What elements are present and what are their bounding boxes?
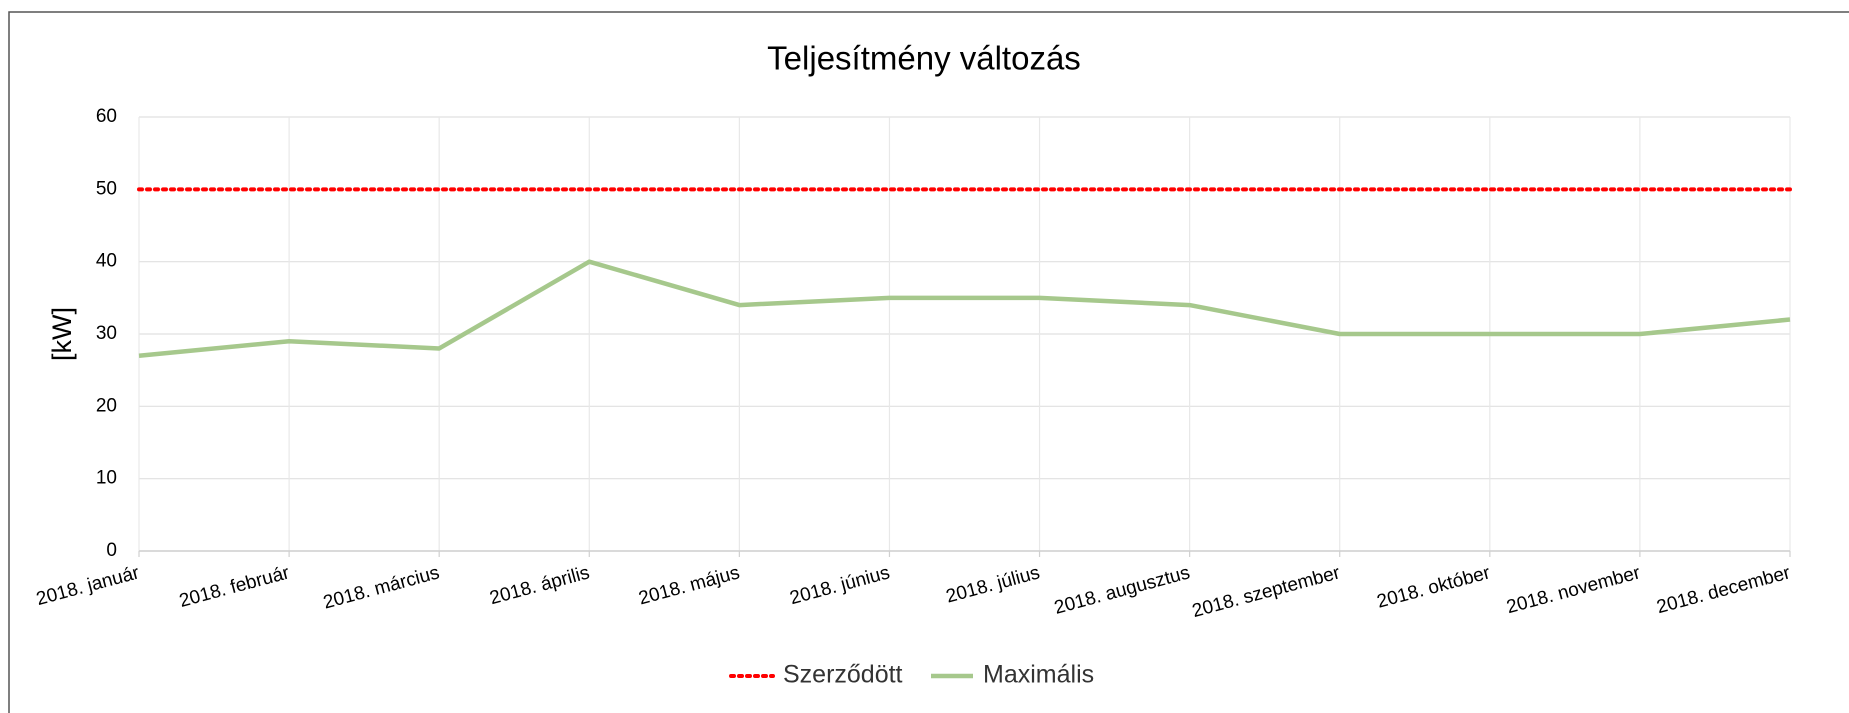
y-tick-label: 60 [96,106,117,127]
chart-title: Teljesítmény változás [767,40,1081,77]
y-tick-label: 40 [96,251,117,272]
legend-label: Maximális [983,661,1094,689]
x-tick-label: 2018. február [177,562,292,612]
x-tick-label: 2018. május [637,562,742,609]
x-tick-label: 2018. december [1655,562,1794,618]
chart-border [8,11,1849,713]
y-tick-label: 0 [106,540,117,561]
y-axis-label: [kW] [47,307,77,361]
x-tick-label: 2018. június [788,562,892,609]
x-tick-label: 2018. július [944,562,1042,607]
x-tick-label: 2018. október [1375,562,1493,613]
y-tick-label: 20 [96,395,117,416]
x-tick-label: 2018. augusztus [1052,562,1192,618]
x-tick-label: 2018. április [487,562,591,609]
x-tick-label: 2018. január [34,562,142,610]
y-tick-label: 30 [96,323,117,344]
legend-label: Szerződött [783,661,903,689]
y-tick-label: 50 [96,178,117,199]
x-tick-label: 2018. november [1504,562,1643,618]
x-tick-label: 2018. március [321,562,442,613]
y-tick-label: 10 [96,468,117,489]
series-line [138,259,1791,358]
x-tick-label: 2018. szeptember [1190,562,1343,622]
